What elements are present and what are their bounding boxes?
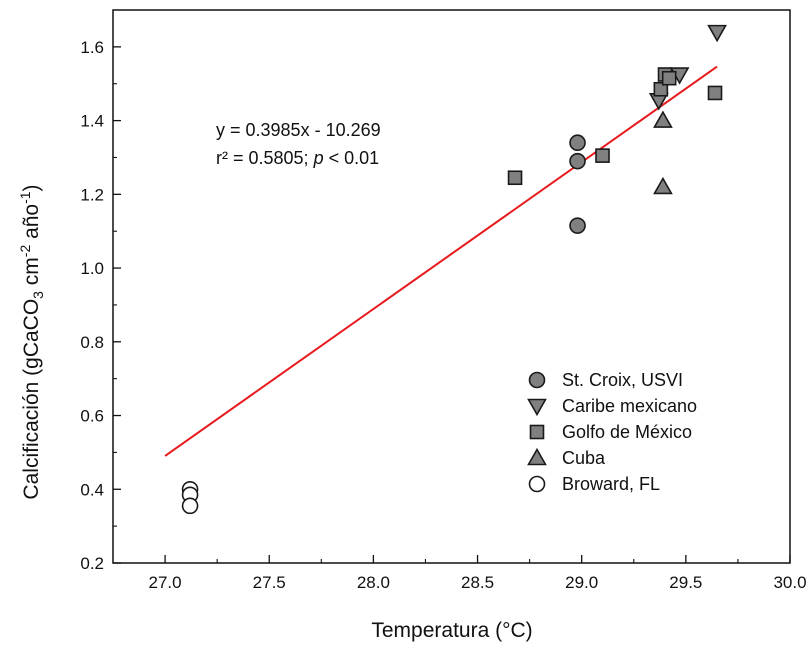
data-point-series-2 bbox=[653, 81, 669, 97]
legend-label: Broward, FL bbox=[562, 474, 660, 494]
data-point-series-2 bbox=[661, 70, 677, 86]
y-axis-title-end: ) bbox=[20, 184, 43, 191]
y-axis-title-mid: cm bbox=[20, 257, 43, 291]
x-tick-label: 28.0 bbox=[357, 573, 390, 592]
x-tick-label: 29.5 bbox=[669, 573, 702, 592]
legend-label: Cuba bbox=[562, 448, 606, 468]
y-tick-label: 1.0 bbox=[80, 259, 104, 278]
y-tick-label: 0.6 bbox=[80, 407, 104, 426]
y-tick-label: 1.2 bbox=[80, 185, 104, 204]
data-point-series-0 bbox=[569, 217, 586, 234]
regression-equation: y = 0.3985x - 10.269 bbox=[216, 120, 381, 140]
tick-labels: 27.0 27.5 28.0 28.5 29.0 29.5 30.0 0.2 0.4 0.6 0.8… bbox=[80, 38, 806, 592]
data-point-series-3 bbox=[653, 176, 673, 195]
legend-marker bbox=[528, 475, 546, 493]
y-axis-title-sub: 3 bbox=[30, 291, 46, 299]
legend: St. Croix, USVI Caribe mexicano Golfo de M… bbox=[527, 370, 697, 494]
x-tick-label: 28.5 bbox=[461, 573, 494, 592]
data-point-series-2 bbox=[707, 85, 723, 101]
y-tick-label: 0.8 bbox=[80, 333, 104, 352]
data-point-series-0 bbox=[569, 134, 586, 152]
data-point-series-2 bbox=[595, 148, 610, 163]
legend-marker bbox=[529, 424, 545, 440]
axis-ticks bbox=[113, 46, 791, 564]
y-axis-title: Calcificación (gCaCO3 cm-2 año-1) bbox=[17, 184, 46, 499]
legend-marker bbox=[528, 371, 546, 389]
x-tick-label: 27.5 bbox=[253, 573, 286, 592]
y-axis-title-sup1: -2 bbox=[17, 245, 33, 258]
legend-marker bbox=[527, 398, 547, 417]
data-point-series-2 bbox=[507, 170, 523, 186]
data-point-series-3 bbox=[653, 110, 673, 128]
y-axis-title-mid2: año bbox=[20, 204, 43, 245]
data-point-series-1 bbox=[707, 24, 727, 43]
data-point-series-4 bbox=[181, 497, 199, 515]
y-tick-label: 1.6 bbox=[80, 38, 104, 57]
plot-border bbox=[112, 9, 791, 564]
y-axis-title-sup2: -1 bbox=[17, 191, 33, 204]
legend-marker bbox=[527, 447, 547, 466]
y-tick-label: 0.2 bbox=[80, 554, 104, 573]
regression-line-group bbox=[164, 65, 718, 457]
x-tick-label: 29.0 bbox=[565, 573, 598, 592]
regression-line bbox=[164, 65, 718, 457]
data-point-series-0 bbox=[569, 152, 586, 170]
regression-stats: r² = 0.5805; p < 0.01 bbox=[216, 148, 379, 168]
legend-label: Golfo de México bbox=[562, 422, 692, 442]
p-value: < 0.01 bbox=[324, 148, 380, 168]
legend-label: St. Croix, USVI bbox=[562, 370, 683, 390]
data-points bbox=[181, 24, 727, 515]
y-tick-label: 0.4 bbox=[80, 480, 104, 499]
x-tick-label: 27.0 bbox=[149, 573, 182, 592]
p-symbol: p bbox=[313, 148, 324, 168]
x-tick-label: 30.0 bbox=[773, 573, 806, 592]
x-axis-title: Temperatura (°C) bbox=[371, 619, 532, 642]
y-axis-title-main: Calcificación (gCaCO bbox=[20, 299, 43, 500]
plot-frame bbox=[112, 9, 791, 564]
r2-value: r² = 0.5805; bbox=[216, 148, 314, 168]
legend-label: Caribe mexicano bbox=[562, 396, 697, 416]
y-tick-label: 1.4 bbox=[80, 112, 104, 131]
